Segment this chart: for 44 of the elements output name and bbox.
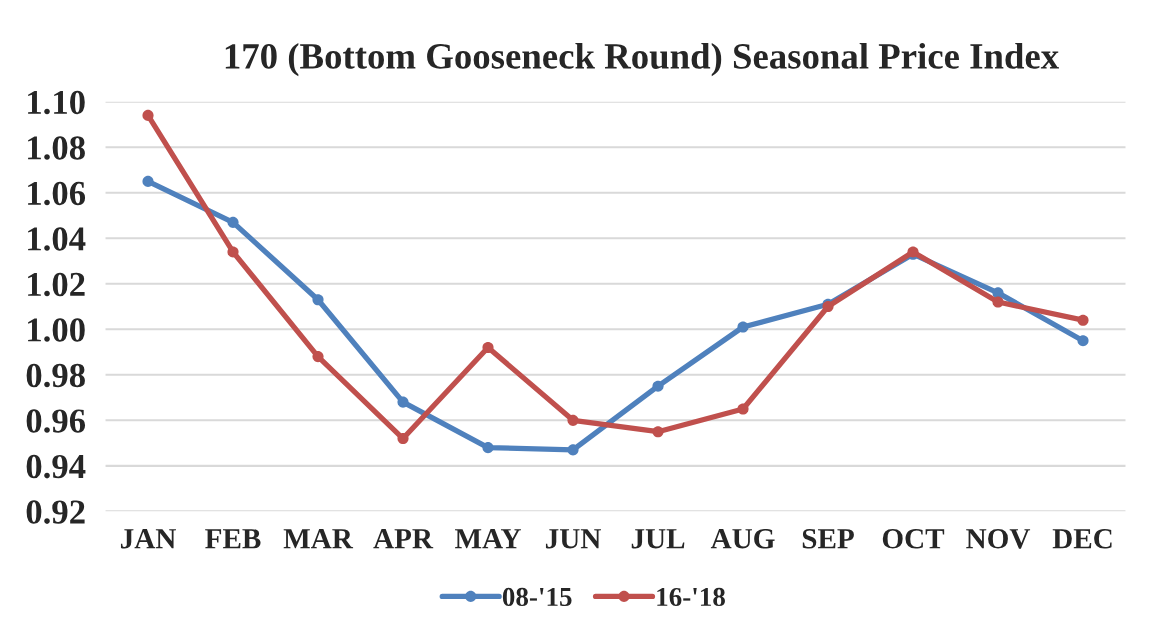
point xyxy=(567,444,579,456)
point xyxy=(482,442,494,454)
y-tick-label: 0.96 xyxy=(26,409,86,433)
point xyxy=(227,216,239,228)
x-tick-label: JAN xyxy=(120,529,176,549)
point xyxy=(652,426,664,438)
point xyxy=(1077,335,1089,347)
legend-label: 16-'18 xyxy=(657,587,725,607)
x-tick-label: SEP xyxy=(802,528,854,549)
point xyxy=(992,296,1004,308)
point xyxy=(397,432,409,445)
point xyxy=(397,396,409,408)
x-tick-label: MAR xyxy=(283,529,354,549)
y-tick-label: 1.06 xyxy=(28,181,86,206)
point xyxy=(567,414,579,426)
point xyxy=(652,380,664,392)
y-tick-label: 0.92 xyxy=(26,500,85,524)
point xyxy=(142,109,154,121)
point xyxy=(737,321,749,333)
x-tick-label: OCT xyxy=(882,528,945,549)
y-tick-label: 1.02 xyxy=(28,272,85,297)
x-tick-label: AUG xyxy=(710,528,775,549)
x-tick-label: MAY xyxy=(455,529,521,549)
x-tick-label: JUN xyxy=(545,529,601,549)
point xyxy=(1077,314,1089,326)
chart-title: 170 (Bottom Gooseneck Round) Seasonal Price Index xyxy=(225,42,1059,77)
x-tick-label: JUL xyxy=(631,529,685,549)
point xyxy=(312,294,324,306)
point xyxy=(227,246,239,258)
legend-label: 08-'15 xyxy=(502,587,572,607)
y-tick-label: 0.98 xyxy=(26,363,85,388)
point xyxy=(312,351,324,363)
point xyxy=(737,403,749,415)
x-tick-label: FEB xyxy=(205,529,261,549)
x-tick-label: APR xyxy=(373,529,434,549)
y-tick-label: 1.10 xyxy=(28,90,85,115)
y-tick-label: 1.08 xyxy=(28,136,85,160)
y-tick-label: 1.04 xyxy=(28,227,86,251)
y-tick-label: 1.00 xyxy=(28,318,85,342)
x-tick-label: NOV xyxy=(966,528,1031,549)
point xyxy=(482,341,494,354)
x-tick-label: DEC xyxy=(1052,528,1112,549)
y-tick-label: 0.94 xyxy=(26,454,86,479)
point xyxy=(142,175,154,187)
